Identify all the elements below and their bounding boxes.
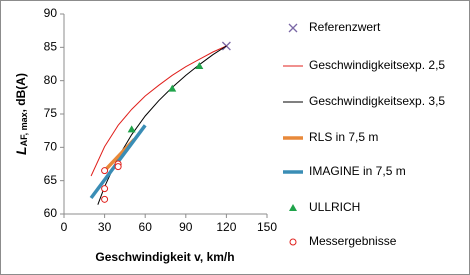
y-label-sub: AF, max: [19, 112, 29, 146]
y-label-main: L: [13, 146, 29, 155]
marker: [168, 84, 177, 92]
legend-label: IMAGINE in 7,5 m: [309, 164, 406, 178]
y-label-unit: , dB(A): [14, 73, 28, 112]
y-tick-label: 70: [44, 140, 58, 154]
legend-label: Referenzwert: [309, 20, 381, 34]
x-tick-label: 120: [216, 220, 236, 234]
legend-swatch: [289, 238, 297, 246]
marker: [195, 62, 204, 69]
marker: [127, 125, 136, 133]
x-tick-label: 60: [139, 220, 153, 234]
y-axis-label: LAF, max, dB(A): [13, 73, 30, 155]
legend-label: RLS in 7,5 m: [309, 130, 378, 144]
marker: [101, 195, 109, 203]
y-tick-label: 90: [44, 6, 58, 20]
y-tick-label: 60: [44, 206, 58, 220]
y-tick-label: 85: [44, 40, 58, 54]
legend-swatch: [288, 23, 298, 33]
x-axis-label: Geschwindigkeit v, km/h: [95, 250, 234, 264]
legend-label: Geschwindigkeitsexp. 2,5: [309, 58, 445, 72]
x-tick-label: 0: [61, 220, 68, 234]
y-tick-label: 75: [44, 106, 58, 120]
y-tick-label: 80: [44, 73, 58, 87]
legend-label: Messergebnisse: [309, 234, 397, 248]
legend-label: Geschwindigkeitsexp. 3,5: [309, 94, 445, 108]
marker: [101, 185, 109, 193]
legend-swatch: [289, 204, 297, 211]
x-tick-label: 30: [98, 220, 112, 234]
x-tick-label: 90: [179, 220, 193, 234]
x-tick-label: 150: [257, 220, 277, 234]
marker: [114, 163, 122, 171]
series-line: [90, 45, 227, 177]
y-tick-label: 65: [44, 173, 58, 187]
legend-label: ULLRICH: [309, 200, 360, 214]
marker: [101, 167, 109, 175]
